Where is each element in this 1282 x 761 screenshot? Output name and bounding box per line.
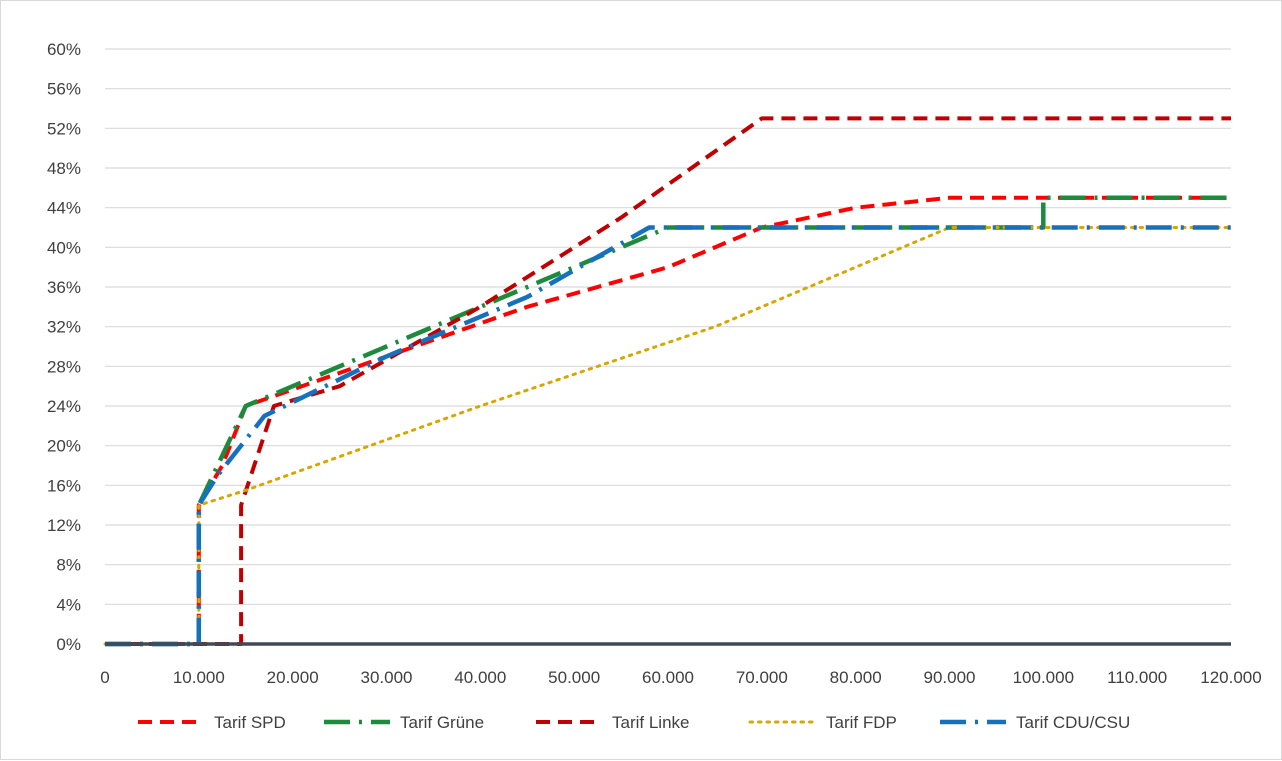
y-tick-label-8: 32% bbox=[47, 318, 81, 337]
series-line-2 bbox=[105, 116, 1231, 646]
gridlines bbox=[105, 48, 1231, 605]
x-tick-label-10: 100.000 bbox=[1013, 668, 1074, 687]
series-lines bbox=[103, 116, 1233, 647]
x-tick-label-1: 10.000 bbox=[173, 668, 225, 687]
y-tick-label-1: 4% bbox=[56, 595, 81, 614]
x-tick-label-4: 40.000 bbox=[454, 668, 506, 687]
y-tick-label-6: 24% bbox=[47, 397, 81, 416]
x-tick-label-2: 20.000 bbox=[267, 668, 319, 687]
x-tick-label-12: 120.000 bbox=[1200, 668, 1261, 687]
y-tick-label-7: 28% bbox=[47, 357, 81, 376]
y-tick-label-9: 36% bbox=[47, 278, 81, 297]
y-tick-label-13: 52% bbox=[47, 119, 81, 138]
y-tick-label-10: 40% bbox=[47, 238, 81, 257]
legend-label-2: Tarif Linke bbox=[612, 713, 689, 732]
x-tick-label-9: 90.000 bbox=[924, 668, 976, 687]
legend-label-0: Tarif SPD bbox=[214, 713, 286, 732]
legend-item-0: Tarif SPD bbox=[138, 713, 286, 732]
x-axis-tick-labels: 0 10.000 20.000 30.000 40.000 50.000 60.000 70.… bbox=[100, 668, 1261, 687]
legend-label-3: Tarif FDP bbox=[826, 713, 897, 732]
series-line-4 bbox=[105, 225, 1231, 647]
x-tick-label-11: 110.000 bbox=[1107, 668, 1167, 687]
y-tick-label-15: 60% bbox=[47, 40, 81, 59]
legend: Tarif SPD Tarif Grüne Tarif Linke Tarif FDP… bbox=[138, 713, 1130, 732]
y-tick-label-0: 0% bbox=[56, 635, 81, 654]
legend-item-1: Tarif Grüne bbox=[324, 713, 484, 732]
x-tick-label-8: 80.000 bbox=[830, 668, 882, 687]
x-tick-label-7: 70.000 bbox=[736, 668, 788, 687]
legend-item-2: Tarif Linke bbox=[536, 713, 689, 732]
x-tick-label-3: 30.000 bbox=[361, 668, 413, 687]
y-tick-label-2: 8% bbox=[56, 556, 81, 575]
legend-label-4: Tarif CDU/CSU bbox=[1016, 713, 1130, 732]
series-line-0 bbox=[105, 195, 1231, 646]
series-line-3 bbox=[103, 226, 1233, 646]
y-tick-label-11: 44% bbox=[47, 199, 81, 218]
legend-item-4: Tarif CDU/CSU bbox=[940, 713, 1130, 732]
y-axis-tick-labels: 0% 4% 8% 12% 16% 20% 24% 28% 32% 36% 40% 44% 48% 52% 5… bbox=[47, 40, 81, 654]
x-tick-label-6: 60.000 bbox=[642, 668, 694, 687]
legend-label-1: Tarif Grüne bbox=[400, 713, 484, 732]
x-tick-label-5: 50.000 bbox=[548, 668, 600, 687]
y-tick-label-12: 48% bbox=[47, 159, 81, 178]
y-tick-label-3: 12% bbox=[47, 516, 81, 535]
series-line-1 bbox=[105, 195, 1231, 647]
x-tick-label-0: 0 bbox=[100, 668, 109, 687]
y-tick-label-14: 56% bbox=[47, 80, 81, 99]
legend-item-3: Tarif FDP bbox=[748, 713, 897, 732]
y-tick-label-5: 20% bbox=[47, 437, 81, 456]
y-tick-label-4: 16% bbox=[47, 476, 81, 495]
